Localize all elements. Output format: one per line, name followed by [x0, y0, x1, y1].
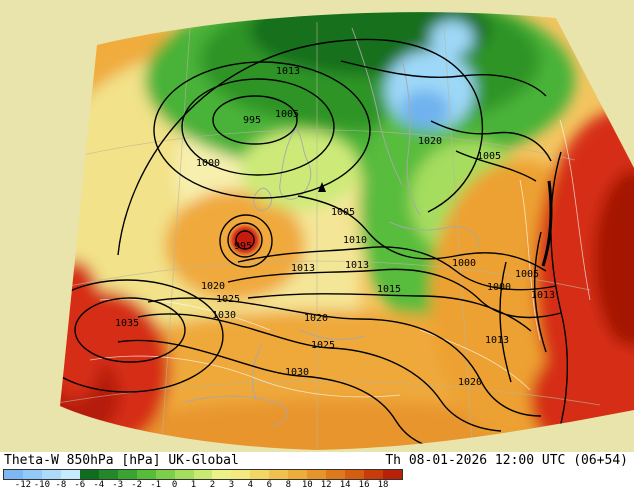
- legend-segment: [231, 470, 251, 479]
- map-canvas: 1013 1005 995 1000 1020 1005 1005 1010 995 1013 10…: [60, 12, 634, 451]
- legend-tick: 0: [171, 480, 178, 490]
- legend-tick: 3: [228, 480, 235, 490]
- contour-label: 1000: [196, 158, 220, 169]
- legend-segment: [22, 470, 42, 479]
- legend-tick: 2: [209, 480, 216, 490]
- legend-segment: [364, 470, 384, 479]
- contour-label: 1013: [276, 66, 300, 77]
- legend-tick: 10: [301, 480, 313, 490]
- legend-tick: 12: [320, 480, 332, 490]
- contour-label: 1013: [531, 290, 555, 301]
- contour-label: 1013: [485, 335, 509, 346]
- legend-segment: [4, 470, 23, 479]
- small-low-red-spot: [231, 226, 259, 254]
- contour-label: 1013: [345, 260, 369, 271]
- legend-segment: [41, 470, 61, 479]
- legend-tick: 16: [358, 480, 370, 490]
- contour-label: 1000: [487, 282, 511, 293]
- contour-label: 1005: [515, 269, 539, 280]
- legend-segment: [269, 470, 289, 479]
- legend-tick: 4: [247, 480, 254, 490]
- legend-segment: [98, 470, 118, 479]
- legend-segment: [326, 470, 346, 479]
- legend-segment: [155, 470, 175, 479]
- contour-label: 1005: [331, 207, 355, 218]
- legend-segment: [117, 470, 137, 479]
- contour-label: 1000: [452, 258, 476, 269]
- legend-segment: [193, 470, 213, 479]
- legend-tick: -6: [74, 480, 86, 490]
- legend-segment: [307, 470, 327, 479]
- contour-label: 1020: [458, 377, 482, 388]
- legend-ticks: -12 -10 -8 -6 -4 -3 -2 -1 0 1 2 3 4 6 8 10 12 14 16 18: [0, 480, 440, 490]
- legend-segment: [212, 470, 232, 479]
- legend-segment: [136, 470, 156, 479]
- legend-segment: [345, 470, 365, 479]
- contour-labels: 1013 1005 995 1000 1020 1005 1005 1010 995 1013 10…: [115, 66, 555, 388]
- legend-tick: 6: [266, 480, 273, 490]
- contour-label: 1005: [477, 151, 501, 162]
- legend-segment: [79, 470, 99, 479]
- legend-tick: -12: [14, 480, 32, 490]
- contour-label: 1020: [304, 313, 328, 324]
- legend-tick: 14: [339, 480, 351, 490]
- legend-tick: -4: [93, 480, 105, 490]
- contour-label: 1025: [311, 340, 335, 351]
- legend-tick: -8: [55, 480, 67, 490]
- legend-tick: -2: [131, 480, 143, 490]
- graticule-lines: [60, 22, 601, 450]
- contour-label: 1030: [285, 367, 309, 378]
- legend-bar: [3, 469, 403, 480]
- legend-tick: 8: [285, 480, 291, 490]
- legend-segment: [383, 470, 403, 479]
- map-fill-regions: [60, 12, 634, 451]
- contour-label: 1010: [343, 235, 367, 246]
- contour-label: 1025: [216, 294, 240, 305]
- contour-label: 995: [243, 115, 261, 126]
- legend-tick: 18: [377, 480, 389, 490]
- contour-label: 1015: [377, 284, 401, 295]
- legend-tick: 1: [190, 480, 197, 490]
- legend-segment: [250, 470, 270, 479]
- contour-label: 995: [234, 241, 252, 252]
- legend-segment: [288, 470, 308, 479]
- contour-label: 1030: [212, 310, 236, 321]
- timestamp: Th 08-01-2026 12:00 UTC (06+54): [385, 453, 628, 468]
- isobar-contours: [60, 38, 569, 450]
- station-marker: [318, 182, 326, 192]
- legend-segment: [174, 470, 194, 479]
- weather-map: 1013 1005 995 1000 1020 1005 1005 1010 995 1013 10…: [60, 12, 634, 451]
- footer-bar: Theta-W 850hPa [hPa] UK-Global Th 08-01-…: [0, 452, 634, 490]
- contour-label: 1013: [291, 263, 315, 274]
- contour-label: 1020: [201, 281, 225, 292]
- white-isolines: [89, 119, 591, 398]
- contour-label: 1005: [275, 109, 299, 120]
- contour-label: 1020: [418, 136, 442, 147]
- legend-tick: -10: [33, 480, 51, 490]
- contour-label: 1035: [115, 318, 139, 329]
- map-title: Theta-W 850hPa [hPa] UK-Global: [4, 453, 239, 468]
- legend-tick: -3: [112, 480, 124, 490]
- legend-tick: -1: [150, 480, 162, 490]
- legend-segment: [60, 470, 80, 479]
